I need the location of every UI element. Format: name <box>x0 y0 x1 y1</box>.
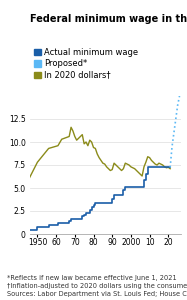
Text: *Reflects if new law became effective June 1, 2021
†Inflation-adjusted to 2020 d: *Reflects if new law became effective Ju… <box>7 275 187 297</box>
Legend: Actual minimum wage, Proposed*, In 2020 dollars†: Actual minimum wage, Proposed*, In 2020 … <box>34 48 138 80</box>
Text: Federal minimum wage in the U.S.: Federal minimum wage in the U.S. <box>30 14 187 24</box>
